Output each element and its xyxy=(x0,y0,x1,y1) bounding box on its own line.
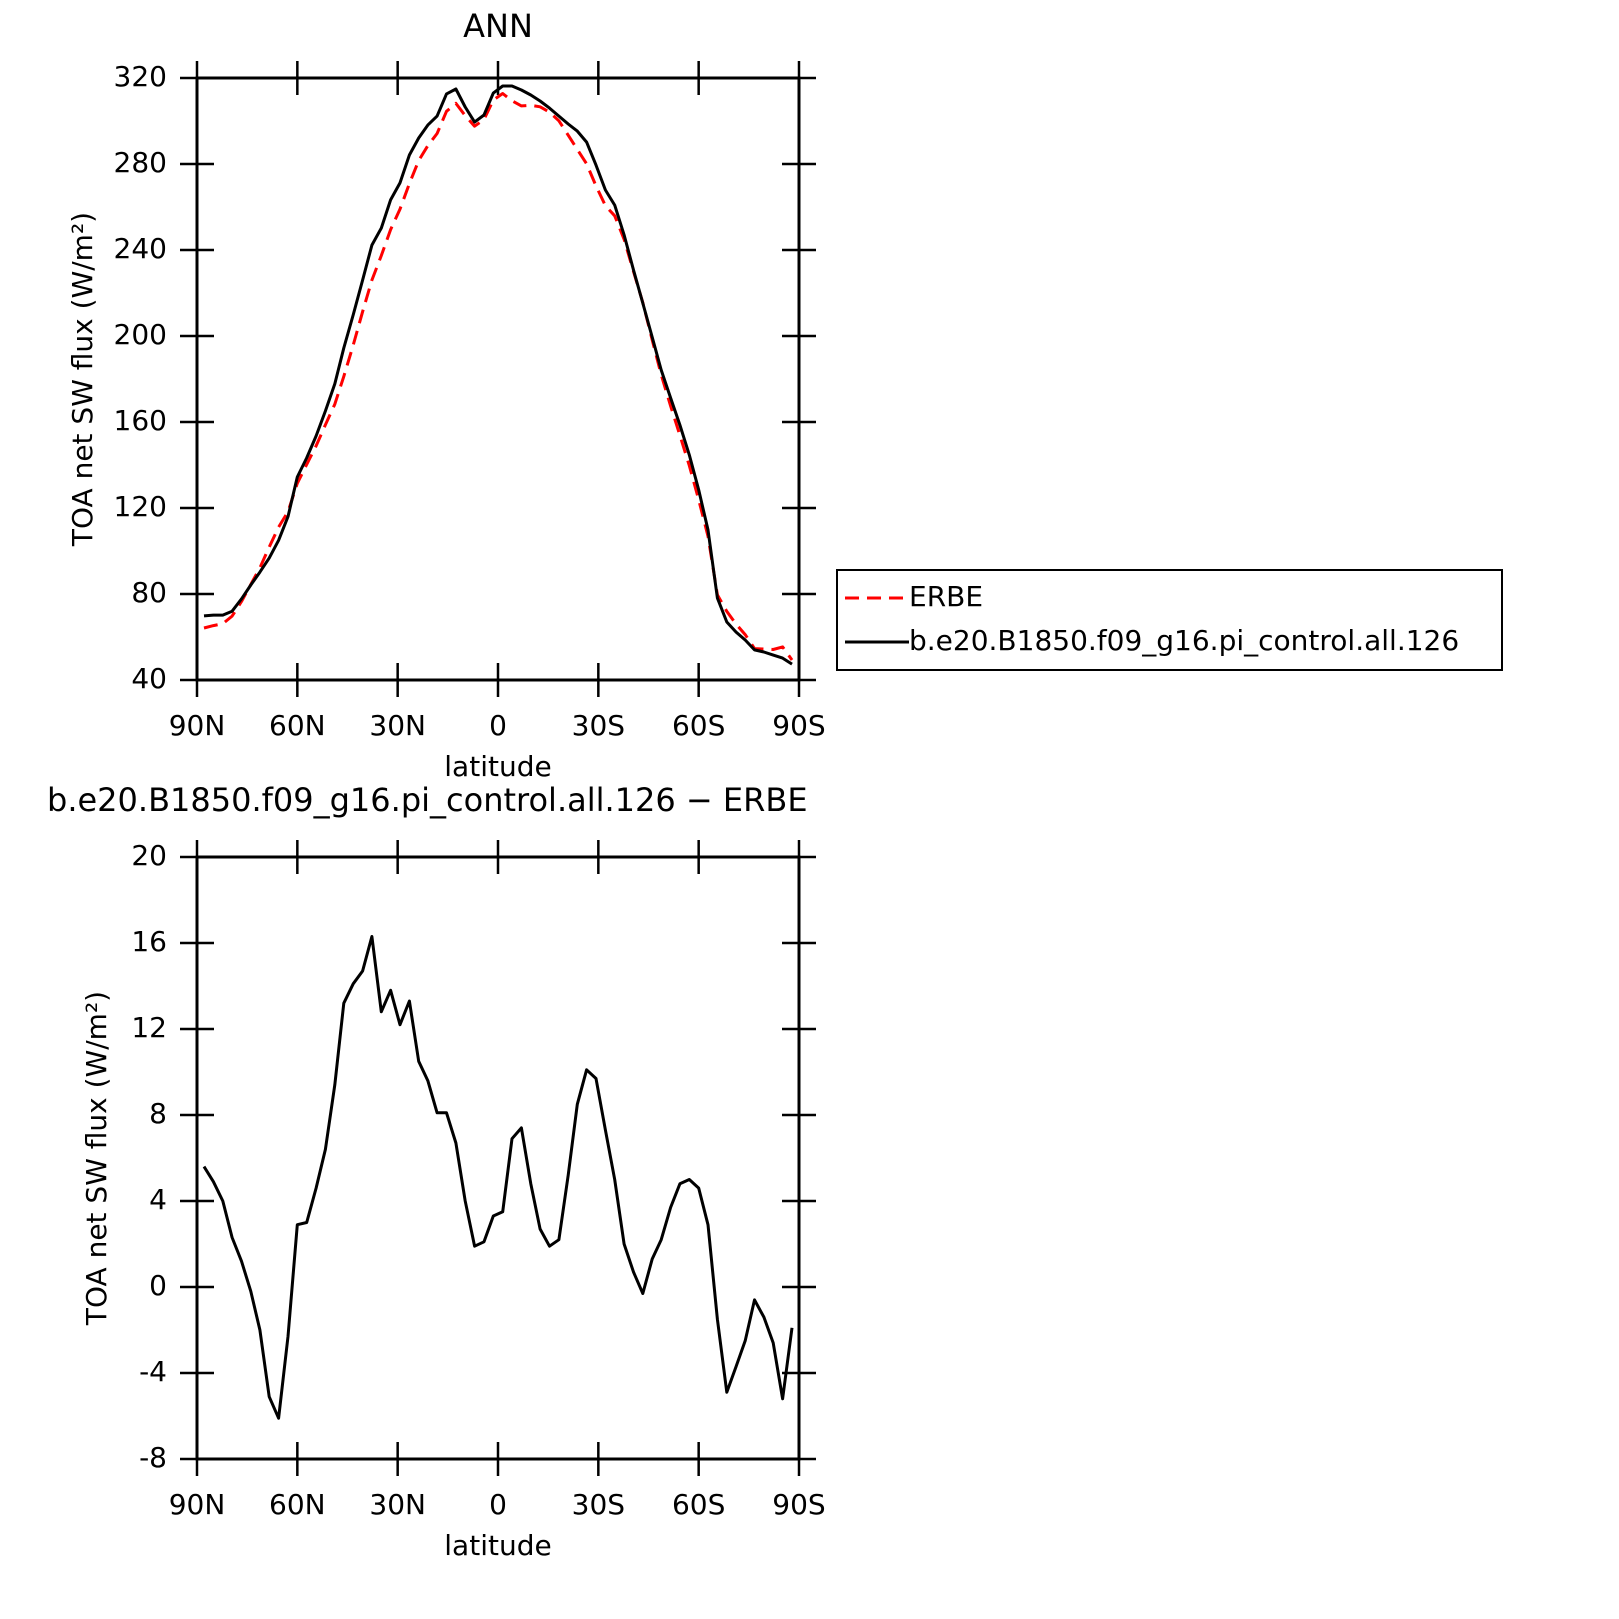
x-tick-label: 60S xyxy=(672,709,725,742)
y-axis-label: TOA net SW flux (W/m²) xyxy=(80,991,113,1326)
legend-label: b.e20.B1850.f09_g16.pi_control.all.126 xyxy=(909,624,1459,657)
y-tick-label: 160 xyxy=(114,404,167,437)
x-tick-label: 90N xyxy=(169,709,226,742)
y-axis-label: TOA net SW flux (W/m²) xyxy=(66,212,99,547)
y-tick-label: 240 xyxy=(114,232,167,265)
x-tick-label: 0 xyxy=(489,709,507,742)
y-tick-label: 280 xyxy=(114,146,167,179)
y-tick-label: 12 xyxy=(131,1011,167,1044)
x-tick-label: 60S xyxy=(672,1488,725,1521)
x-tick-label: 30S xyxy=(572,1488,625,1521)
plot-frame xyxy=(195,855,801,1461)
series-line xyxy=(203,84,793,666)
x-axis-label: latitude xyxy=(444,750,551,783)
x-tick-label: 90S xyxy=(772,709,825,742)
x-tick-label: 0 xyxy=(489,1488,507,1521)
x-tick-label: 90S xyxy=(772,1488,825,1521)
x-axis-label: latitude xyxy=(444,1529,551,1562)
plot-frame xyxy=(195,76,801,682)
x-tick-label: 30N xyxy=(369,1488,426,1521)
y-tick-label: 0 xyxy=(149,1269,167,1302)
y-tick-label: 120 xyxy=(114,490,167,523)
x-tick-label: 60N xyxy=(269,1488,326,1521)
y-tick-label: 40 xyxy=(131,662,167,695)
y-tick-label: 20 xyxy=(131,839,167,872)
y-tick-label: 16 xyxy=(131,925,167,958)
x-tick-label: 60N xyxy=(269,709,326,742)
chart-title: b.e20.B1850.f09_g16.pi_control.all.126 −… xyxy=(47,781,808,819)
y-tick-label: 320 xyxy=(114,60,167,93)
legend-label: ERBE xyxy=(909,580,983,613)
y-tick-label: 200 xyxy=(114,318,167,351)
series-line xyxy=(202,935,794,1420)
legend-box xyxy=(836,569,1503,671)
y-tick-label: 8 xyxy=(149,1097,167,1130)
x-tick-label: 30N xyxy=(369,709,426,742)
y-tick-label: -8 xyxy=(139,1441,167,1474)
y-tick-label: -4 xyxy=(139,1355,167,1388)
chart-title: ANN xyxy=(463,7,533,45)
x-tick-label: 90N xyxy=(169,1488,226,1521)
y-tick-label: 4 xyxy=(149,1183,167,1216)
series-line xyxy=(203,92,794,661)
x-tick-label: 30S xyxy=(572,709,625,742)
y-tick-label: 80 xyxy=(131,576,167,609)
